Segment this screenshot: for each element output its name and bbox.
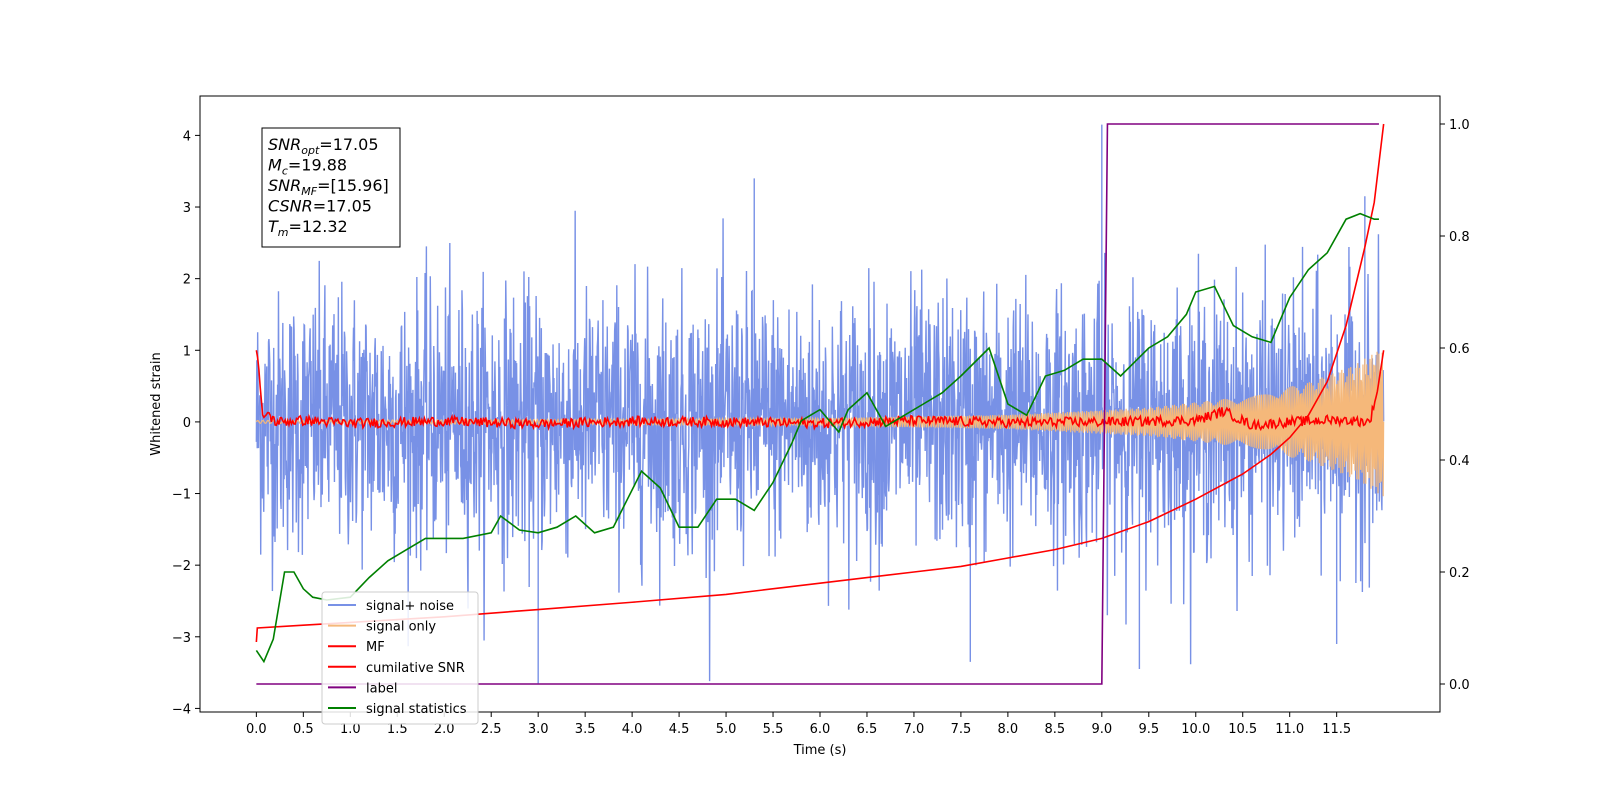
series-layer: [255, 123, 1385, 685]
annotation-symbol: CSNR: [268, 197, 313, 216]
annotation-line: SNRopt=17.05: [268, 135, 379, 157]
x-tick-label: 10.0: [1181, 722, 1210, 737]
x-tick-label: 6.5: [857, 722, 878, 737]
x-tick-label: 8.5: [1045, 722, 1066, 737]
x-tick-label: 3.0: [528, 722, 549, 737]
legend-entry: cumilative SNR: [366, 661, 465, 676]
x-tick-label: 3.5: [575, 722, 596, 737]
annotation-subscript: MF: [301, 185, 317, 198]
x-tick-label: 1.0: [340, 722, 361, 737]
x-tick-label: 11.5: [1322, 722, 1351, 737]
legend-entry: signal statistics: [366, 702, 467, 717]
legend-frame: [321, 591, 479, 725]
y-left-axis-ticks: −4 −3 −2 −1 0 1 2 3 4: [172, 129, 200, 717]
x-tick-label: 7.0: [904, 722, 925, 737]
x-tick-label: 5.0: [716, 722, 737, 737]
annotation-subscript: opt: [301, 144, 320, 157]
legend-entry: signal+ noise: [366, 599, 454, 614]
series-signal-plus-noise: [255, 124, 1385, 684]
annotation-line: SNRMF=[15.96]: [268, 176, 389, 198]
series-label: [256, 123, 1379, 685]
x-tick-label: 6.0: [810, 722, 831, 737]
legend-entry: label: [366, 681, 397, 696]
y-right-tick-label: 0.0: [1449, 678, 1470, 693]
x-tick-label: 4.0: [622, 722, 643, 737]
y-left-tick-label: 1: [183, 344, 191, 359]
legend-entry: signal only: [366, 620, 436, 635]
x-axis-ticks: 0.0 0.5 1.0 1.5 2.0 2.5 3.0 3.5 4.0 4.5 5.0 5.5 6.0 6…: [246, 712, 1351, 737]
x-tick-label: 4.5: [669, 722, 690, 737]
x-tick-label: 0.0: [246, 722, 267, 737]
y-left-tick-label: −2: [172, 559, 191, 574]
x-tick-label: 2.5: [481, 722, 502, 737]
y-axis-label: Whitened strain: [149, 352, 164, 455]
y-left-tick-label: −1: [172, 488, 191, 503]
annotation-line: Tm=12.32: [268, 217, 348, 239]
y-left-tick-label: −4: [172, 702, 191, 717]
y-left-tick-label: 3: [183, 201, 191, 216]
y-right-tick-label: 1.0: [1449, 118, 1470, 133]
x-axis-label: Time (s): [793, 743, 847, 758]
x-tick-label: 10.5: [1228, 722, 1257, 737]
x-tick-label: 2.0: [434, 722, 455, 737]
annotation-line: Mc=19.88: [268, 156, 347, 178]
legend: signal+ noise signal only MF cumilative SNR…: [321, 591, 479, 725]
y-right-tick-label: 0.2: [1449, 566, 1470, 581]
y-right-axis-ticks: 0.0 0.2 0.4 0.6 0.8 1.0: [1440, 118, 1470, 693]
series-mf: [255, 350, 1385, 432]
annotation-value: =17.05: [313, 197, 372, 216]
annotation-symbol: SNR: [268, 176, 301, 195]
legend-entry: MF: [366, 640, 385, 655]
x-tick-label: 1.5: [387, 722, 408, 737]
annotation-symbol: T: [268, 217, 279, 236]
y-right-tick-label: 0.4: [1449, 454, 1470, 469]
series-signal-statistics: [255, 212, 1379, 664]
annotation-subscript: c: [282, 165, 288, 178]
annotation-value: =19.88: [288, 156, 347, 175]
y-right-tick-label: 0.6: [1449, 342, 1470, 357]
annotation-value: =[15.96]: [317, 176, 389, 195]
annotation-line: CSNR=17.05: [268, 197, 372, 216]
y-left-tick-label: −3: [172, 631, 191, 646]
y-right-tick-label: 0.8: [1449, 230, 1470, 245]
annotation-value: =12.32: [289, 217, 348, 236]
x-tick-label: 11.0: [1275, 722, 1304, 737]
x-tick-label: 9.5: [1138, 722, 1159, 737]
x-tick-label: 8.0: [998, 722, 1019, 737]
annotation-value: =17.05: [319, 135, 378, 154]
x-tick-label: 7.5: [951, 722, 972, 737]
x-tick-label: 0.5: [293, 722, 314, 737]
annotation-frame: [261, 127, 401, 248]
annotation-subscript: m: [278, 226, 289, 239]
y-left-tick-label: 4: [183, 129, 191, 144]
x-tick-label: 5.5: [763, 722, 784, 737]
annotation-box: SNRopt=17.05Mc=19.88SNRMF=[15.96]CSNR=17…: [261, 127, 401, 248]
x-tick-label: 9.0: [1091, 722, 1112, 737]
annotation-symbol: SNR: [268, 135, 301, 154]
annotation-symbol: M: [268, 156, 282, 175]
y-left-tick-label: 0: [183, 416, 191, 431]
y-left-tick-label: 2: [183, 273, 191, 288]
